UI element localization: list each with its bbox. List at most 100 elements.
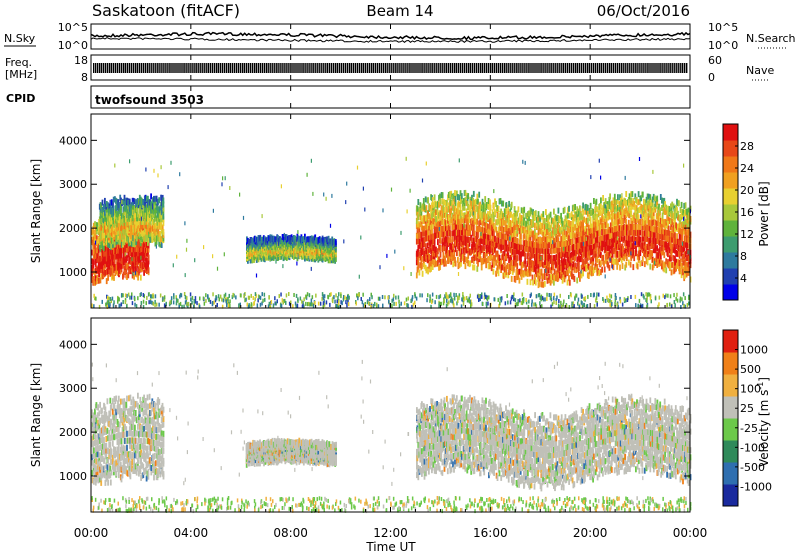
freq-bar — [627, 63, 628, 73]
heat-cell — [508, 201, 510, 207]
freq-bar — [395, 63, 396, 73]
heat-cell — [541, 282, 543, 288]
freq-bar — [272, 63, 273, 73]
heat-cell — [457, 194, 459, 200]
heat-cell — [416, 272, 418, 278]
freq-bar — [595, 63, 596, 73]
heat-cell — [427, 268, 429, 274]
heat-cell — [590, 222, 592, 228]
freq-bar — [103, 63, 104, 73]
heat-cell — [431, 228, 433, 234]
freq-bar — [573, 63, 574, 73]
freq-bar — [603, 63, 604, 73]
freq-bar — [644, 63, 645, 73]
freq-bar — [367, 63, 368, 73]
heat-cell — [428, 254, 430, 260]
heat-cell — [445, 261, 447, 267]
heat-cell — [484, 196, 486, 202]
heat-cell — [421, 216, 423, 222]
freq-bar — [115, 63, 116, 73]
freq-bar — [398, 63, 399, 73]
freq-bar — [454, 63, 455, 73]
freq-bar — [180, 63, 181, 73]
heat-cell — [134, 198, 136, 204]
heat-cell — [150, 193, 152, 199]
heat-cell — [504, 227, 506, 233]
freq-bar — [633, 63, 634, 73]
freq-unit-label: [MHz] — [5, 68, 37, 81]
heat-cell — [553, 209, 555, 215]
freq-bar — [335, 63, 336, 73]
freq-bar — [619, 63, 620, 73]
heat-cell — [427, 230, 429, 236]
heat-cell — [123, 252, 125, 258]
freq-bar — [268, 63, 269, 73]
freq-bar — [109, 63, 110, 73]
heat-cell — [483, 245, 485, 251]
heat-cell — [622, 263, 624, 269]
freq-bar — [607, 63, 608, 73]
freq-bar — [305, 63, 306, 73]
freq-bar — [331, 63, 332, 73]
heat-cell — [488, 256, 490, 262]
freq-bar — [135, 63, 136, 73]
freq-bar — [478, 63, 479, 73]
freq-bar — [266, 63, 267, 73]
freq-bar — [303, 63, 304, 73]
heat-cell — [582, 203, 584, 209]
freq-bar — [349, 63, 350, 73]
freq-bar — [567, 63, 568, 73]
freq-bar — [476, 63, 477, 73]
freq-bar — [585, 63, 586, 73]
noise-right-tick-top: 10^5 — [708, 21, 738, 34]
heat-cell — [490, 205, 492, 211]
heat-cell — [423, 198, 425, 204]
freq-bar — [517, 63, 518, 73]
freq-bar — [176, 63, 177, 73]
freq-bar — [204, 63, 205, 73]
heat-cell — [599, 210, 601, 216]
heat-cell — [103, 245, 105, 251]
heat-cell — [442, 246, 444, 252]
heat-cell — [596, 199, 598, 205]
freq-bar — [236, 63, 237, 73]
heat-cell — [511, 276, 513, 282]
noise-right-tick-bottom: 10^0 — [708, 39, 738, 52]
freq-bar — [315, 63, 316, 73]
freq-bar — [254, 63, 255, 73]
freq-bar — [579, 63, 580, 73]
freq-bar — [593, 63, 594, 73]
cpid-value: twofsound 3503 — [95, 93, 204, 107]
freq-bar — [345, 63, 346, 73]
heat-cell — [489, 199, 491, 205]
freq-bar — [563, 63, 564, 73]
freq-bar — [408, 63, 409, 73]
freq-bar — [379, 63, 380, 73]
freq-bar — [361, 63, 362, 73]
freq-bar — [676, 63, 677, 73]
freq-bar — [228, 63, 229, 73]
heat-cell — [447, 250, 449, 256]
freq-bar — [160, 63, 161, 73]
freq-bar — [210, 63, 211, 73]
heat-cell — [485, 258, 487, 264]
heat-cell — [606, 222, 608, 228]
freq-bar — [131, 63, 132, 73]
heat-cell — [544, 281, 546, 287]
date-label: 06/Oct/2016 — [597, 2, 690, 20]
freq-bar — [674, 63, 675, 73]
freq-bar — [141, 63, 142, 73]
freq-bar — [464, 63, 465, 73]
heat-cell — [622, 211, 624, 217]
freq-bar — [246, 63, 247, 73]
heat-cell — [489, 262, 491, 268]
heat-cell — [452, 244, 454, 250]
power-heatmap — [91, 157, 691, 309]
heat-cell — [602, 195, 604, 201]
freq-bar — [436, 63, 437, 73]
freq-bar — [377, 63, 378, 73]
freq-bar — [617, 63, 618, 73]
noise-left-tick-top: 10^5 — [58, 21, 88, 34]
heat-cell — [551, 248, 553, 254]
freq-bar — [557, 63, 558, 73]
